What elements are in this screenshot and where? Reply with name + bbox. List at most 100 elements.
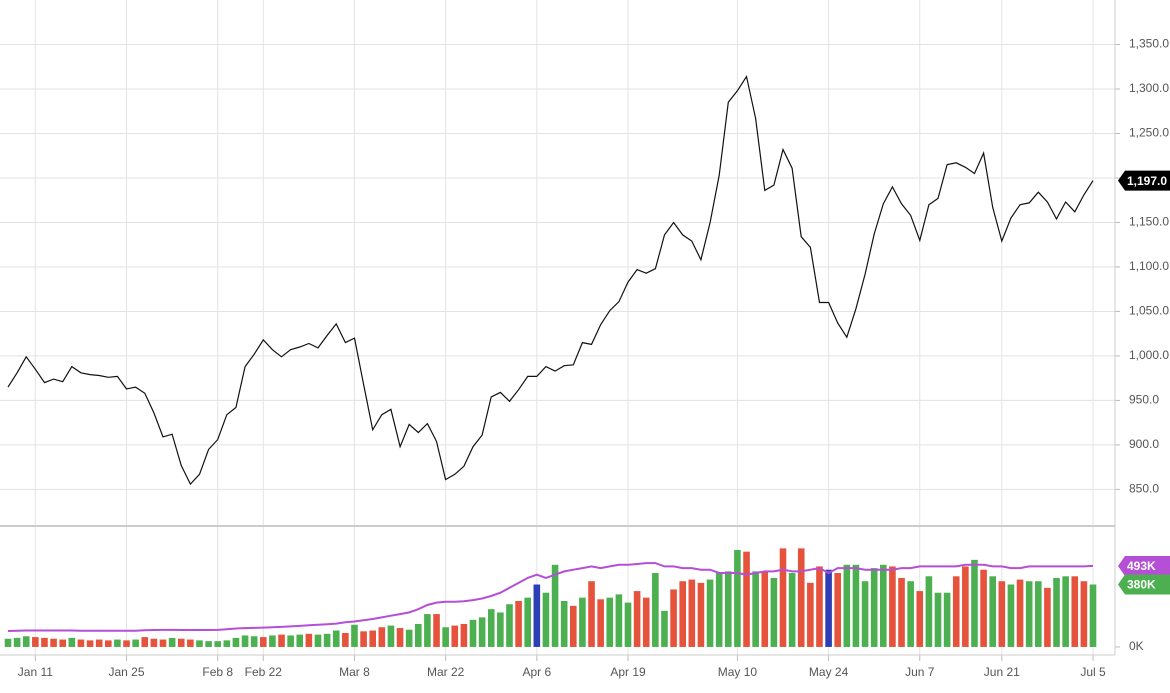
volume-bar <box>980 569 987 647</box>
volume-bar <box>670 589 677 647</box>
volume-bar <box>223 640 231 647</box>
volume-bar <box>1071 576 1079 647</box>
volume-bar <box>715 573 723 647</box>
y-tick-label: 1,150.0 <box>1129 215 1169 229</box>
y-tick-label: 1,300.0 <box>1129 81 1169 95</box>
volume-bar <box>442 627 449 647</box>
volume-bar <box>1007 584 1015 647</box>
volume-bar <box>104 640 112 647</box>
volume-bar <box>460 623 468 647</box>
volume-bar <box>196 640 203 647</box>
volume-bar <box>478 617 486 647</box>
volume-bar <box>879 564 887 647</box>
volume-bar <box>1062 576 1069 647</box>
volume-bar <box>32 637 39 647</box>
value-tag <box>1118 170 1170 191</box>
volume-bar <box>433 614 440 647</box>
value-tag-label: 493K <box>1127 559 1156 573</box>
volume-bar <box>487 609 495 647</box>
value-tag-label: 380K <box>1127 578 1156 592</box>
volume-bar <box>150 638 158 647</box>
volume-bar <box>579 597 586 647</box>
volume-bar <box>679 581 687 647</box>
volume-bar <box>50 638 57 647</box>
volume-bar <box>642 597 650 647</box>
volume-bar <box>889 566 896 647</box>
volume-bar <box>351 624 358 647</box>
volume-bar <box>916 591 924 647</box>
volume-bar <box>141 637 149 647</box>
volume-bar <box>68 637 76 647</box>
x-tick-label: May 24 <box>809 665 849 679</box>
volume-bar <box>405 629 413 647</box>
volume-bar <box>962 566 969 647</box>
volume-bar <box>934 592 942 647</box>
volume-bar <box>724 571 732 647</box>
volume-bar <box>743 551 750 647</box>
volume-bar <box>597 599 604 647</box>
volume-bar <box>652 573 659 647</box>
volume-bar <box>1016 579 1024 647</box>
y-tick-label: 1,100.0 <box>1129 259 1169 273</box>
y-tick-label: 1,050.0 <box>1129 304 1169 318</box>
volume-bar <box>989 576 997 647</box>
volume-bar <box>624 602 632 647</box>
volume-bar <box>95 639 103 647</box>
price-line <box>7 74 1094 486</box>
volume-bar <box>378 627 386 647</box>
volume-bar <box>323 633 331 647</box>
volume-bar <box>925 576 933 647</box>
x-tick-label: Mar 8 <box>339 665 370 679</box>
y-tick-label: 1,250.0 <box>1129 126 1169 140</box>
value-tag <box>1118 555 1170 576</box>
value-tag <box>1118 574 1170 595</box>
volume-bar <box>506 604 513 647</box>
volume-bar <box>998 581 1006 647</box>
x-tick-label: Mar 22 <box>427 665 465 679</box>
volume-bar <box>360 631 367 647</box>
volume-bar <box>414 623 422 647</box>
volume-bar <box>734 550 741 647</box>
volume-bar <box>524 597 532 647</box>
volume-bar <box>761 571 769 647</box>
value-tag-label: 1,197.0 <box>1127 174 1167 188</box>
volume-bar <box>816 566 823 647</box>
volume-bar <box>114 639 121 647</box>
volume-bar <box>13 637 21 647</box>
volume-bar <box>22 636 30 647</box>
volume-bar <box>232 637 240 647</box>
volume-bar <box>214 641 222 647</box>
volume-bar <box>1053 577 1060 647</box>
volume-bar <box>560 600 568 647</box>
volume-bar <box>451 625 459 647</box>
volume-bar <box>4 638 12 647</box>
volume-bar <box>250 636 258 647</box>
volume-bar <box>661 610 668 647</box>
y-tick-label: 1,000.0 <box>1129 348 1169 362</box>
volume-bar <box>569 605 577 647</box>
volume-bar <box>588 581 595 647</box>
volume-bar <box>825 569 832 647</box>
volume-bar <box>952 576 960 647</box>
volume-bar <box>797 548 805 647</box>
volume-bar <box>132 639 139 647</box>
volume-bar <box>898 577 905 647</box>
y-tick-label: 900.0 <box>1129 437 1159 451</box>
x-tick-label: May 10 <box>718 665 758 679</box>
x-tick-label: Apr 19 <box>610 665 646 679</box>
volume-bar <box>542 592 550 647</box>
volume-bar <box>59 639 67 647</box>
volume-bar <box>469 619 477 647</box>
x-tick-label: Jul 5 <box>1080 665 1106 679</box>
volume-bar <box>123 640 130 647</box>
volume-bar <box>843 564 851 647</box>
x-tick-label: Feb 22 <box>245 665 283 679</box>
volume-bar <box>396 628 404 647</box>
volume-bar <box>779 548 787 647</box>
volume-bar <box>907 581 914 647</box>
volume-bar <box>187 639 194 647</box>
volume-bar <box>77 639 85 647</box>
volume-bar <box>259 637 267 647</box>
volume-bar <box>1034 581 1042 647</box>
